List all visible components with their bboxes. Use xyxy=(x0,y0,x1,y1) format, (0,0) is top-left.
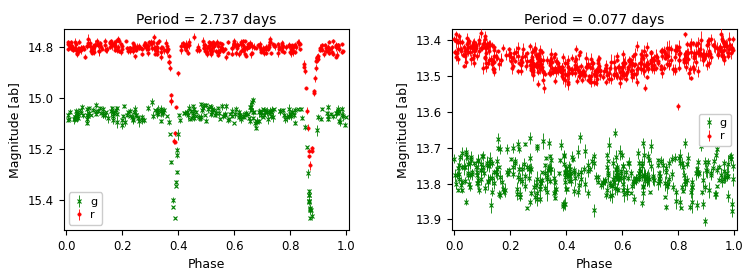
Y-axis label: Magnitude [ab]: Magnitude [ab] xyxy=(9,82,22,178)
Legend: g, r: g, r xyxy=(69,193,102,225)
Title: Period = 0.077 days: Period = 0.077 days xyxy=(524,13,664,27)
Y-axis label: Magnitude [ab]: Magnitude [ab] xyxy=(397,82,410,178)
X-axis label: Phase: Phase xyxy=(575,258,613,271)
Legend: g, r: g, r xyxy=(699,114,732,146)
X-axis label: Phase: Phase xyxy=(188,258,225,271)
Title: Period = 2.737 days: Period = 2.737 days xyxy=(136,13,277,27)
